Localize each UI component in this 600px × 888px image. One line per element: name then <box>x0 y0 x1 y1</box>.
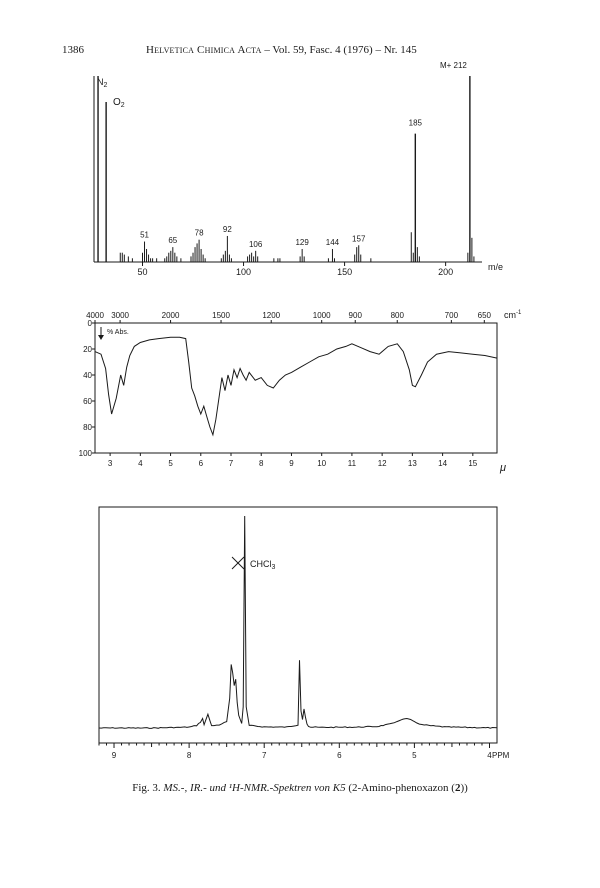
ms-peak-label: 106 <box>249 240 263 249</box>
nmr-spectrum-curve <box>98 515 498 729</box>
volume-issue: – Vol. 59, Fasc. 4 (1976) – Nr. 145 <box>261 44 417 56</box>
ir-absorbance-curve <box>94 336 498 437</box>
ir-micron-label: μ <box>499 462 506 474</box>
ir-top-tick-label: 800 <box>391 311 405 320</box>
ir-bottom-tick-label: 5 <box>168 459 173 468</box>
ir-plot-frame <box>94 322 498 454</box>
ms-n2-label: N2 <box>97 77 108 89</box>
ms-peak-label: 144 <box>326 238 340 247</box>
ir-y-tick-label: 60 <box>83 397 92 406</box>
ir-top-tick-label: 2000 <box>162 311 180 320</box>
ir-bottom-tick-label: 4 <box>138 459 143 468</box>
nmr-spectrum: 9 8 7 6 5 4 CHCl3 PPM <box>98 506 510 760</box>
ms-tick-label: 50 <box>137 267 147 277</box>
caption-text: (2-Amino-phenoxazon ( <box>345 782 455 794</box>
ms-tick-label: 200 <box>438 267 453 277</box>
ir-top-tick-label: 1200 <box>262 311 280 320</box>
nmr-x-ticks: 9 8 7 6 5 4 <box>98 743 492 760</box>
ms-peak-label: 51 <box>140 231 149 240</box>
figure-caption: Fig. 3. MS.-, IR.- und ¹H-NMR.-Spektren … <box>0 782 600 794</box>
ms-peak-label: 92 <box>223 225 232 234</box>
ms-peak-label: M+ 212 <box>440 61 467 70</box>
ir-y-tick-label: 40 <box>83 371 92 380</box>
ir-y-ticks: 0 20 40 60 80 100 <box>79 319 95 458</box>
ms-peak-label: 185 <box>409 119 423 128</box>
ir-bottom-ticks: 3 4 5 6 7 8 9 10 11 12 13 14 15 <box>108 453 478 468</box>
caption-prefix: Fig. 3. <box>132 782 164 794</box>
ir-top-tick-label: 1500 <box>212 311 230 320</box>
caption-italic: MS.-, IR.- und ¹H-NMR.-Spektren von K5 <box>163 782 346 794</box>
ms-x-axis-label: m/e <box>488 262 503 272</box>
ir-bottom-tick-label: 7 <box>229 459 234 468</box>
chcl3-label: CHCl3 <box>250 559 276 571</box>
ms-x-ticks: 50 100 150 200 <box>137 262 453 277</box>
ms-peak-label: 78 <box>195 229 204 238</box>
nmr-tick-label: 7 <box>262 751 267 760</box>
ir-top-tick-label: 650 <box>478 311 492 320</box>
nmr-tick-label: 8 <box>187 751 192 760</box>
ir-y-axis-label: % Abs. <box>107 329 129 336</box>
journal-name: Helvetica Chimica Acta <box>146 44 262 56</box>
ir-top-tick-label: 4000 <box>86 311 104 320</box>
nmr-tick-label: 9 <box>112 751 117 760</box>
ir-y-tick-label: 20 <box>83 345 92 354</box>
ir-bottom-tick-label: 12 <box>378 459 387 468</box>
nmr-tick-label: 6 <box>337 751 342 760</box>
ms-peak-labels: 51 65 78 92 106 129 144 157 185 M+ 212 <box>140 61 467 249</box>
ir-top-tick-label: 1000 <box>313 311 331 320</box>
journal-reference: Helvetica Chimica Acta – Vol. 59, Fasc. … <box>146 44 417 56</box>
ir-top-ticks: 4000 3000 2000 1500 1200 1000 900 800 700 650 <box>86 311 492 323</box>
nmr-tick-label: 5 <box>412 751 417 760</box>
running-header: 1386 Helvetica Chimica Acta – Vol. 59, F… <box>62 44 552 60</box>
nmr-tick-label: 4 <box>487 751 492 760</box>
ir-top-tick-label: 700 <box>445 311 459 320</box>
ir-unit-label: cm-1 <box>504 310 522 320</box>
ir-bottom-tick-label: 10 <box>317 459 326 468</box>
ms-peak-label: 129 <box>295 238 309 247</box>
nmr-plot-frame <box>98 506 498 744</box>
ir-bottom-tick-label: 13 <box>408 459 417 468</box>
caption-suffix: )) <box>460 782 468 794</box>
ir-bottom-tick-label: 3 <box>108 459 113 468</box>
ms-peak-label: 157 <box>352 234 366 243</box>
ir-bottom-tick-label: 14 <box>438 459 447 468</box>
ms-o2-label: O2 <box>113 97 125 109</box>
ir-top-tick-label: 3000 <box>111 311 129 320</box>
page-number: 1386 <box>62 44 84 56</box>
nmr-ppm-label: PPM <box>492 751 510 760</box>
ms-tick-label: 100 <box>236 267 251 277</box>
ms-tick-label: 150 <box>337 267 352 277</box>
ms-peak-label: 65 <box>168 236 177 245</box>
ir-y-tick-label: 0 <box>88 319 93 328</box>
ir-bottom-tick-label: 8 <box>259 459 264 468</box>
ir-y-tick-label: 80 <box>83 423 92 432</box>
ms-peaks <box>97 76 475 262</box>
chcl3-cross-marker <box>231 556 245 570</box>
ir-bottom-tick-label: 11 <box>348 459 357 468</box>
ir-absorbance-arrow <box>98 327 104 340</box>
ir-top-tick-label: 900 <box>349 311 363 320</box>
ir-bottom-tick-label: 15 <box>468 459 477 468</box>
ir-bottom-tick-label: 6 <box>199 459 204 468</box>
caption-compound-number: 2 <box>454 782 461 794</box>
ir-bottom-tick-label: 9 <box>289 459 294 468</box>
ir-y-tick-label: 100 <box>79 449 93 458</box>
mass-spectrum: 50 100 150 200 51 65 78 92 106 129 144 157 185 M+ 21… <box>93 61 503 277</box>
